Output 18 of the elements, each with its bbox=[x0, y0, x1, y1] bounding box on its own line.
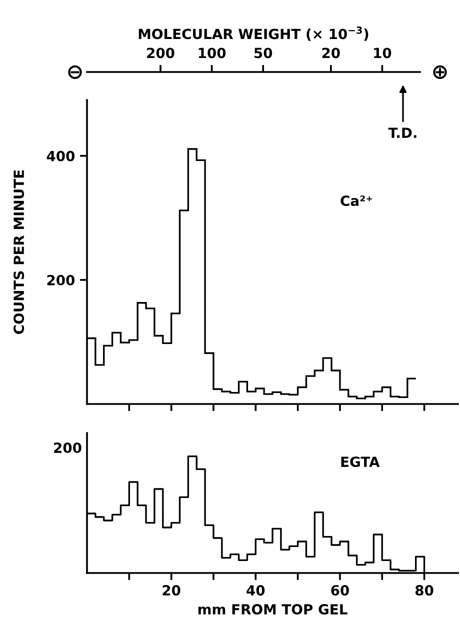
annotation: T.D. bbox=[388, 128, 416, 138]
x2-tick-label: 100 bbox=[198, 48, 226, 58]
y-axis-title: COUNTS PER MINUTE bbox=[14, 170, 24, 334]
x-axis-title: mm FROM TOP GEL bbox=[198, 604, 348, 615]
y-tick-label: 400 bbox=[46, 150, 75, 162]
annotation: Ca²⁺ bbox=[340, 196, 372, 206]
x2-tick-label: 50 bbox=[254, 48, 272, 58]
x-tick-label: 40 bbox=[246, 585, 265, 596]
annotation: EGTA bbox=[341, 456, 380, 468]
x-tick-label: 80 bbox=[415, 585, 434, 596]
x2-tick-label: 200 bbox=[147, 48, 174, 58]
x-tick-label: 60 bbox=[331, 585, 349, 596]
text: ⊖ bbox=[68, 65, 82, 80]
x2-tick-label: 20 bbox=[322, 48, 340, 58]
x-tick-label: 20 bbox=[162, 585, 180, 596]
x2-axis-title: MOLECULAR WEIGHT (× 10$^{−3}$) bbox=[138, 26, 368, 41]
x2-tick-label: 10 bbox=[374, 48, 392, 58]
text: ⊕ bbox=[433, 65, 447, 80]
